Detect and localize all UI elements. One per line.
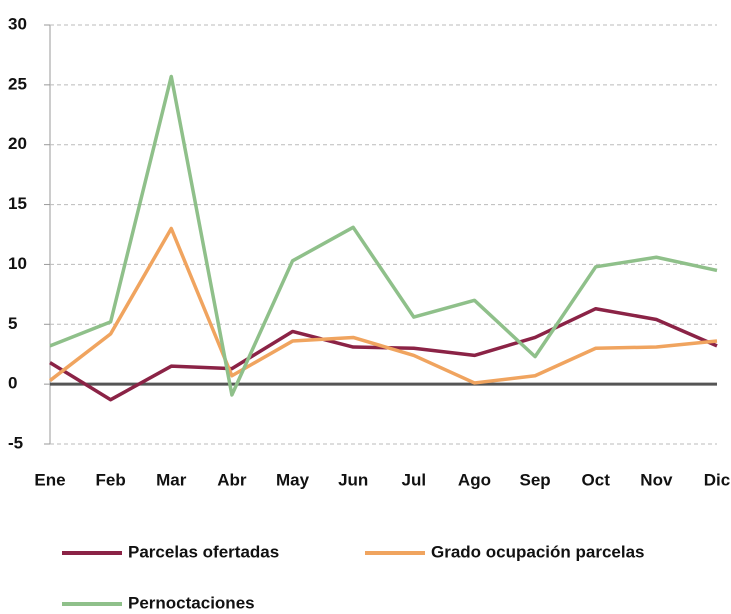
x-tick-label: Abr — [217, 470, 247, 489]
y-tick-label: 10 — [8, 254, 27, 273]
x-tick-label: May — [276, 470, 310, 489]
y-tick-label: -5 — [8, 433, 23, 452]
x-tick-label: Jul — [402, 470, 427, 489]
x-tick-label: Jun — [338, 470, 368, 489]
y-tick-label: 25 — [8, 74, 27, 93]
x-tick-label: Mar — [156, 470, 187, 489]
legend-label: Pernoctaciones — [128, 593, 255, 612]
x-tick-label: Feb — [96, 470, 126, 489]
legend-label: Grado ocupación parcelas — [431, 542, 645, 561]
y-tick-label: 30 — [8, 14, 27, 33]
x-tick-label: Ene — [34, 470, 65, 489]
data-line — [49, 306, 718, 402]
x-tick-label: Dic — [704, 470, 730, 489]
data-line — [49, 74, 718, 397]
legend-label: Parcelas ofertadas — [128, 542, 279, 561]
y-tick-label: 0 — [8, 374, 17, 393]
y-tick-label: 15 — [8, 194, 27, 213]
x-tick-label: Sep — [519, 470, 550, 489]
data-line — [48, 226, 718, 385]
y-tick-label: 20 — [8, 134, 27, 153]
y-tick-label: 5 — [8, 314, 17, 333]
x-tick-label: Nov — [640, 470, 673, 489]
x-tick-label: Oct — [582, 470, 611, 489]
x-tick-label: Ago — [458, 470, 491, 489]
